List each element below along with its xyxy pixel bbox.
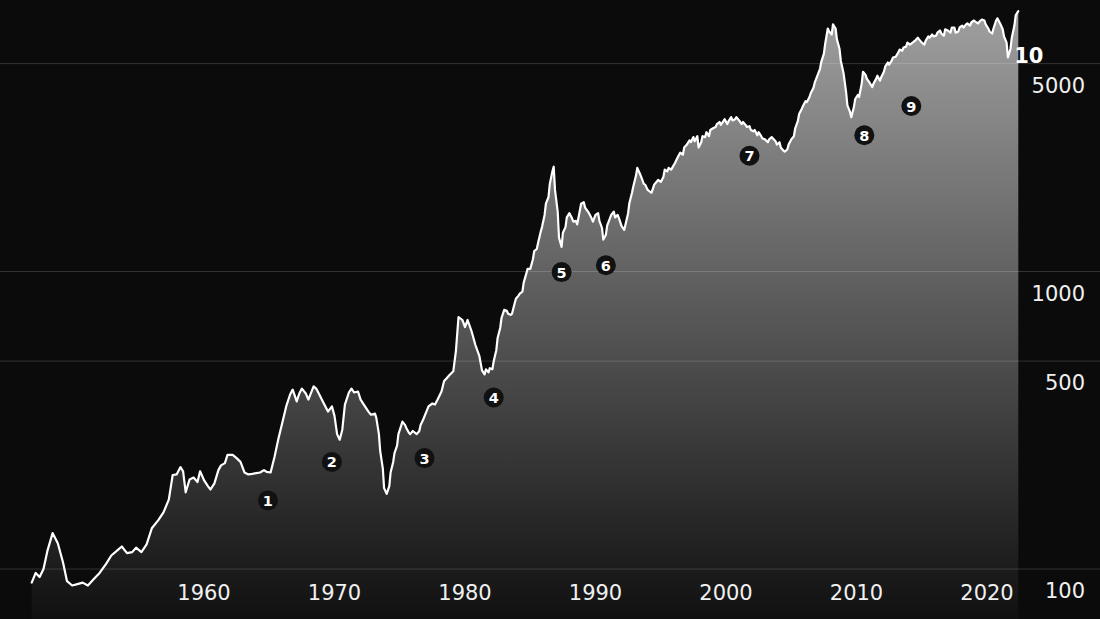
event-marker-7: 7	[740, 146, 760, 166]
x-tick-label-1990: 1990	[569, 581, 622, 605]
event-marker-8: 8	[854, 125, 874, 145]
event-marker-number: 6	[601, 258, 611, 274]
event-marker-number: 3	[419, 451, 429, 467]
y-tick-label-500: 500	[1045, 371, 1085, 395]
chart-canvas: 1960 1970 1980 1990 2000 2010 2020 5000 1000 500 1…	[0, 0, 1100, 619]
event-marker-number: 1	[263, 493, 273, 509]
event-marker-number: 7	[744, 148, 754, 164]
event-marker-2: 2	[322, 452, 342, 472]
event-marker-6: 6	[596, 255, 616, 275]
event-marker-10: 10	[1014, 44, 1043, 68]
x-tick-label-1960: 1960	[177, 581, 230, 605]
area-fill	[32, 11, 1019, 619]
event-marker-5: 5	[552, 262, 572, 282]
event-marker-9: 9	[901, 96, 921, 116]
y-tick-label-100: 100	[1045, 579, 1085, 603]
event-marker-number: 8	[859, 128, 869, 144]
event-marker-number: 4	[489, 390, 499, 406]
event-marker-3: 3	[415, 448, 435, 468]
event-marker-number: 9	[906, 99, 916, 115]
event-marker-number: 2	[327, 454, 337, 470]
event-marker-1: 1	[258, 490, 278, 510]
y-tick-label-1000: 1000	[1032, 282, 1085, 306]
x-tick-label-1970: 1970	[308, 581, 361, 605]
x-tick-label-2010: 2010	[830, 581, 883, 605]
event-marker-number: 5	[557, 265, 567, 281]
event-marker-4: 4	[484, 388, 504, 408]
stock-index-log-chart: 1960 1970 1980 1990 2000 2010 2020 5000 1000 500 1…	[0, 0, 1100, 619]
x-tick-label-1980: 1980	[438, 581, 491, 605]
y-tick-label-5000: 5000	[1032, 74, 1085, 98]
x-tick-label-2020: 2020	[960, 581, 1013, 605]
x-tick-label-2000: 2000	[699, 581, 752, 605]
